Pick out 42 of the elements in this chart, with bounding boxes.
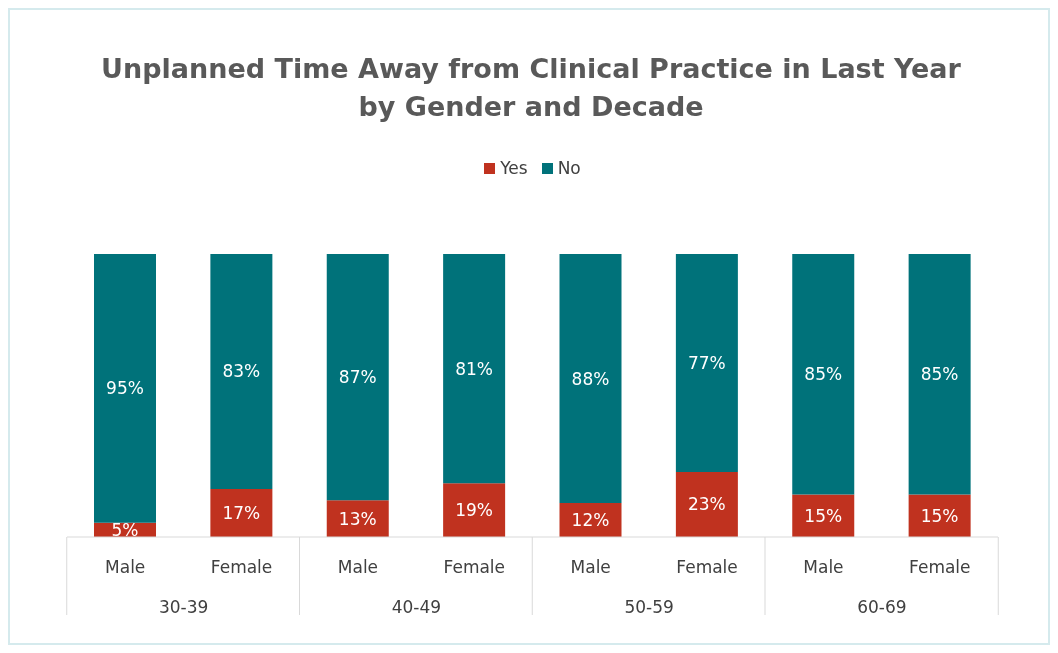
x-tick-label: Female <box>210 557 273 577</box>
chart-title: Unplanned Time Away from Clinical Practice in Last Year by Gender and Decade <box>100 52 962 124</box>
data-label: 81% <box>455 358 494 379</box>
data-label: 15% <box>920 505 959 526</box>
bar <box>675 254 738 472</box>
bar <box>94 254 156 523</box>
x-tick-label: Female <box>909 557 971 577</box>
bar <box>210 254 273 489</box>
bar <box>559 254 622 504</box>
text: 40-49 <box>391 597 442 617</box>
bar <box>326 254 389 501</box>
x-tick-label: Male <box>337 557 379 577</box>
data-label: 12% <box>571 510 610 531</box>
bar <box>210 488 273 537</box>
legend-label: No <box>556 158 581 178</box>
data-label: 19% <box>455 500 494 521</box>
text: 50-59 <box>624 597 674 617</box>
data-label: 88% <box>571 368 610 389</box>
data-label: 87% <box>338 367 377 388</box>
x-tick-label: Male <box>570 557 611 577</box>
data-label: 85% <box>920 364 959 385</box>
data-label: 23% <box>687 494 726 515</box>
x-tick-label: Female <box>443 557 506 577</box>
data-label: 95% <box>106 378 144 399</box>
x-tick-label: Female <box>676 557 738 577</box>
legend-label: Yes <box>499 158 528 178</box>
text: 60-69 <box>857 597 907 617</box>
bar <box>443 483 506 537</box>
data-label: 5% <box>111 519 139 540</box>
bar <box>675 471 738 537</box>
data-label: 83% <box>222 361 261 382</box>
text: 30-39 <box>158 597 209 617</box>
bar <box>792 254 855 495</box>
x-tick-label: Male <box>803 557 844 577</box>
bar <box>443 254 506 484</box>
data-label: 85% <box>804 364 843 385</box>
data-label: 77% <box>687 352 726 373</box>
data-label: 13% <box>338 508 377 529</box>
bar <box>908 254 971 495</box>
x-tick-label: Male <box>105 557 146 577</box>
data-label: 15% <box>804 505 843 526</box>
data-label: 17% <box>222 502 261 523</box>
